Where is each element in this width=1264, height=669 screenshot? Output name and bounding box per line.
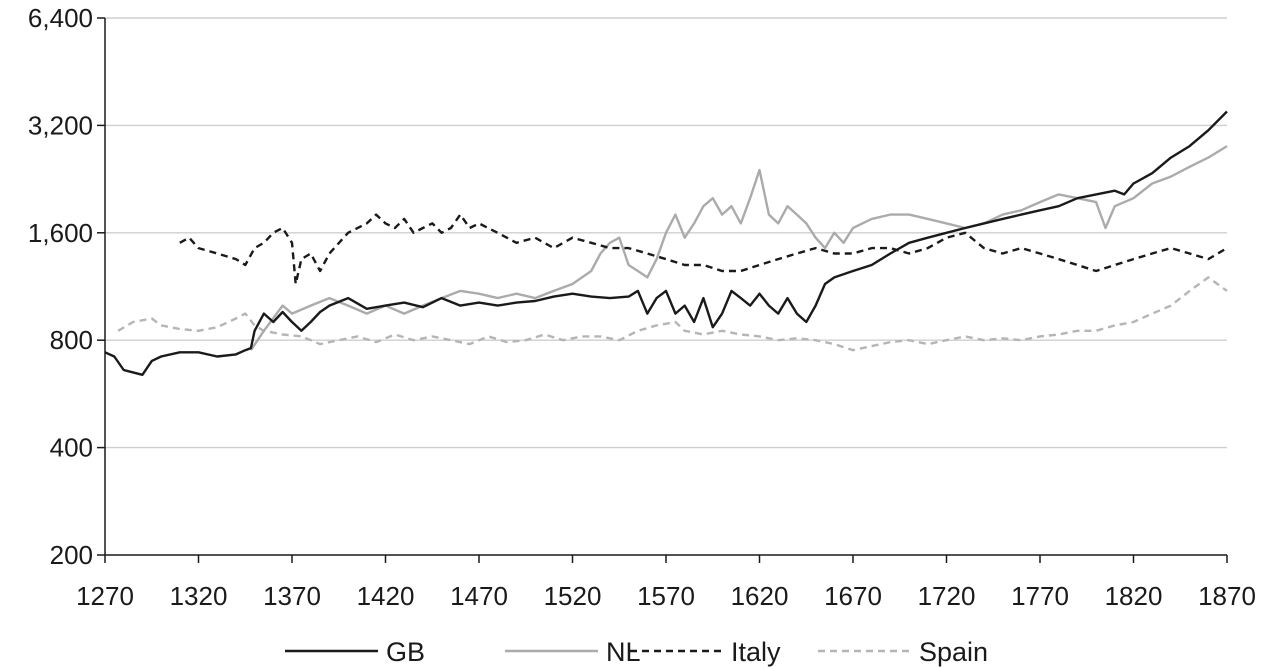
x-tick-label: 1520 (544, 581, 602, 611)
x-tick-label: 1370 (263, 581, 321, 611)
x-tick-label: 1770 (1011, 581, 1069, 611)
series-line-italy (179, 213, 1228, 286)
legend: GB NL Italy Spain (285, 637, 988, 667)
plot-area (104, 110, 1228, 376)
legend-label-italy: Italy (731, 637, 781, 667)
series-line-gb (104, 110, 1228, 376)
y-tick-label: 3,200 (28, 110, 93, 140)
y-tick-label: 6,400 (28, 3, 93, 33)
x-tick-label: 1670 (824, 581, 882, 611)
x-tick-label: 1320 (170, 581, 228, 611)
x-tick-label: 1270 (76, 581, 134, 611)
x-tick-label: 1820 (1105, 581, 1163, 611)
x-axis-ticks: 1270 1320 1370 1420 1470 1520 1570 1620 1670 1720… (76, 555, 1256, 611)
y-tick-label: 400 (50, 433, 93, 463)
x-tick-label: 1420 (357, 581, 415, 611)
y-axis-ticks: 200 400 800 1,600 3,200 6,400 (28, 3, 105, 570)
legend-label-spain: Spain (919, 637, 988, 667)
x-tick-label: 1720 (918, 581, 976, 611)
legend-label-gb: GB (386, 637, 425, 667)
y-tick-label: 1,600 (28, 218, 93, 248)
series-line-nl (249, 145, 1228, 351)
x-tick-label: 1570 (637, 581, 695, 611)
y-tick-label: 200 (50, 540, 93, 570)
y-tick-label: 800 (50, 325, 93, 355)
series-line-spain (117, 276, 1228, 352)
x-tick-label: 1470 (450, 581, 508, 611)
axes (104, 18, 1227, 556)
x-tick-label: 1870 (1198, 581, 1256, 611)
x-tick-label: 1620 (731, 581, 789, 611)
